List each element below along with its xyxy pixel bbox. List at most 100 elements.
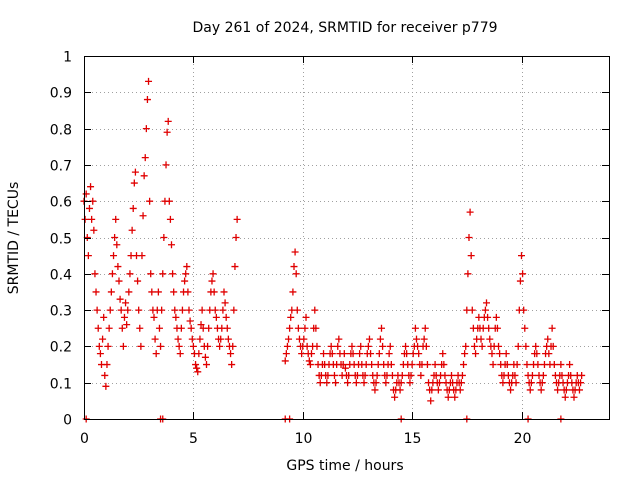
data-point xyxy=(356,350,364,358)
data-point xyxy=(344,379,352,387)
data-point xyxy=(378,324,385,332)
data-point xyxy=(283,342,291,350)
data-point xyxy=(514,342,522,350)
data-point xyxy=(348,342,356,350)
data-point xyxy=(220,288,228,296)
y-tick-label: 0.9 xyxy=(50,86,72,102)
data-point xyxy=(137,342,145,350)
data-point xyxy=(496,350,504,358)
data-point xyxy=(520,306,528,314)
data-point xyxy=(512,379,520,387)
data-point xyxy=(533,350,541,358)
data-point xyxy=(538,379,546,387)
data-point xyxy=(178,306,186,314)
data-point xyxy=(287,313,295,321)
data-point xyxy=(570,393,578,401)
data-point xyxy=(373,371,381,379)
data-point xyxy=(493,324,501,332)
data-point xyxy=(152,350,160,358)
data-point xyxy=(197,321,205,329)
data-point xyxy=(106,306,114,314)
data-point xyxy=(562,386,570,394)
data-point xyxy=(174,335,182,343)
data-point xyxy=(423,361,431,369)
data-point xyxy=(294,324,302,332)
data-point xyxy=(84,252,92,260)
data-point xyxy=(379,342,387,350)
data-point xyxy=(139,212,147,220)
data-point xyxy=(183,263,191,271)
grid-layer xyxy=(84,56,609,419)
data-point xyxy=(313,342,321,350)
data-point xyxy=(352,379,360,387)
data-point xyxy=(281,357,289,365)
data-point xyxy=(145,77,153,85)
data-point xyxy=(481,306,489,314)
data-point xyxy=(229,342,237,350)
data-point xyxy=(521,324,529,332)
data-point xyxy=(503,361,511,369)
data-point xyxy=(557,361,565,369)
data-point xyxy=(108,270,116,278)
data-point xyxy=(578,371,586,379)
data-point xyxy=(332,379,340,387)
data-point xyxy=(91,270,99,278)
data-point xyxy=(159,270,167,278)
data-point xyxy=(460,361,468,369)
data-point xyxy=(95,342,103,350)
data-point xyxy=(291,248,299,256)
data-point xyxy=(163,128,171,136)
data-point xyxy=(558,371,566,379)
data-point xyxy=(550,361,558,369)
data-point xyxy=(147,270,155,278)
data-point xyxy=(391,393,399,401)
data-point xyxy=(526,386,534,394)
data-point xyxy=(513,361,521,369)
y-tick-label: 0.2 xyxy=(50,340,72,356)
data-point xyxy=(85,204,93,212)
data-point xyxy=(162,161,170,169)
data-point xyxy=(290,263,298,271)
data-point xyxy=(188,335,196,343)
data-point xyxy=(222,313,230,321)
data-point xyxy=(527,379,535,387)
x-tick-label: 20 xyxy=(514,431,532,447)
data-point xyxy=(111,234,119,241)
data-point xyxy=(170,288,178,296)
data-point xyxy=(154,288,162,296)
data-point xyxy=(431,361,439,369)
data-point xyxy=(483,299,490,307)
data-point xyxy=(286,324,294,332)
y-tick-label: 0.6 xyxy=(50,195,72,211)
data-point xyxy=(166,215,174,223)
data-point xyxy=(292,270,300,278)
data-point xyxy=(308,350,315,358)
y-tick-label: 0.1 xyxy=(50,377,72,393)
y-tick-label: 0.4 xyxy=(50,268,72,284)
data-point xyxy=(112,215,120,223)
data-point xyxy=(577,379,585,387)
data-point xyxy=(548,324,556,332)
data-point xyxy=(372,379,380,387)
data-point xyxy=(434,386,442,394)
data-point xyxy=(123,321,131,329)
data-point xyxy=(456,386,464,394)
data-point xyxy=(92,288,100,296)
data-point xyxy=(155,324,163,332)
x-tick-label: 0 xyxy=(80,431,89,447)
data-point xyxy=(349,350,357,358)
data-point xyxy=(324,371,332,379)
data-point xyxy=(300,335,308,343)
data-point xyxy=(339,361,347,369)
chart-title: Day 261 of 2024, SRMTID for receiver p77… xyxy=(192,20,497,36)
data-point xyxy=(143,96,151,104)
data-point xyxy=(285,335,293,343)
data-point xyxy=(397,379,405,387)
data-point xyxy=(302,313,310,321)
data-point xyxy=(511,371,519,379)
data-point xyxy=(539,371,547,379)
data-point xyxy=(421,324,429,332)
data-point xyxy=(104,342,112,350)
data-point xyxy=(407,371,415,379)
data-point xyxy=(444,393,452,401)
